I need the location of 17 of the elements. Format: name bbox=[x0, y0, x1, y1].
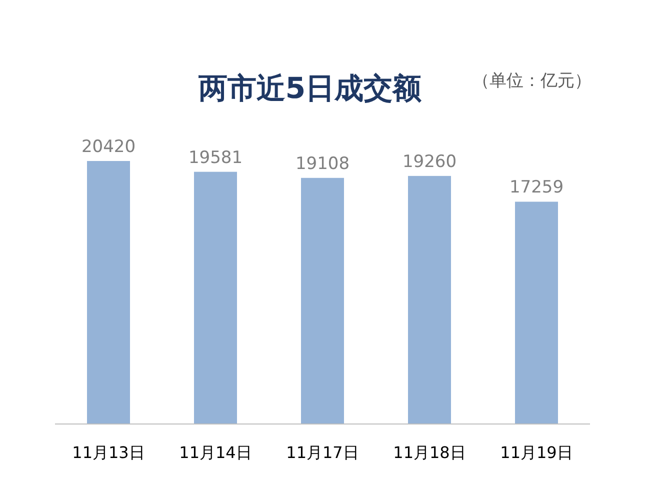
bar bbox=[408, 176, 451, 424]
text: （单位：亿元） bbox=[472, 71, 592, 91]
bar bbox=[515, 202, 558, 424]
data-label: 20420 bbox=[81, 137, 136, 157]
x-tick-label: 11月19日 bbox=[500, 443, 573, 462]
x-tick-label: 11月17日 bbox=[286, 443, 359, 462]
x-tick-label: 11月14日 bbox=[179, 443, 252, 462]
data-label: 19108 bbox=[295, 154, 350, 174]
bar bbox=[87, 161, 130, 424]
chart-title: 两市近5日成交额 bbox=[197, 71, 423, 105]
data-label: 19581 bbox=[188, 148, 243, 168]
bar bbox=[301, 178, 344, 424]
x-tick-label: 11月13日 bbox=[72, 443, 145, 462]
x-tick-label: 11月18日 bbox=[393, 443, 466, 462]
bar bbox=[194, 172, 237, 424]
data-label: 17259 bbox=[509, 178, 564, 198]
data-label: 19260 bbox=[402, 152, 457, 172]
